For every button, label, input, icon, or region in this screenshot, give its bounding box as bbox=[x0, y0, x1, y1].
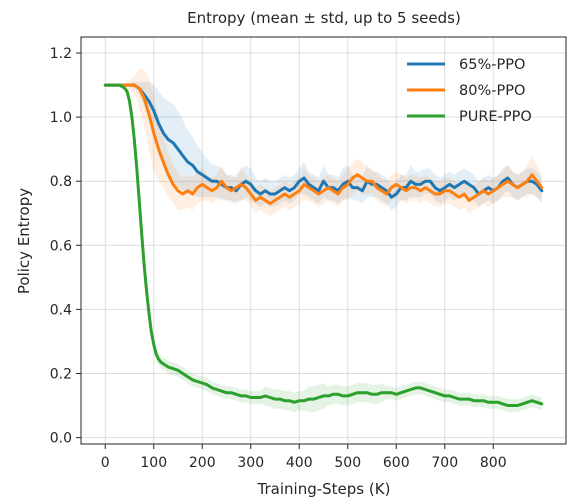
x-tick-label: 400 bbox=[286, 455, 313, 471]
y-tick-label: 0.6 bbox=[50, 238, 72, 254]
series-line-2 bbox=[103, 83, 544, 407]
y-tick-label: 1.2 bbox=[50, 46, 72, 62]
series-lines bbox=[103, 83, 544, 407]
std-band-series-0 bbox=[105, 81, 542, 211]
std-bands bbox=[105, 69, 542, 412]
axis-ticks: 0 100 200 300 400 500 600 700 800 0.0 0.2 0.4 0.6 0.8… bbox=[50, 46, 507, 471]
chart-title: Entropy (mean ± std, up to 5 seeds) bbox=[187, 9, 461, 27]
std-band-series-1 bbox=[105, 69, 542, 217]
legend-label: 80%-PPO bbox=[459, 83, 525, 99]
y-tick-label: 0.4 bbox=[50, 302, 72, 318]
x-tick-label: 0 bbox=[101, 455, 110, 471]
y-tick-label: 0.0 bbox=[50, 431, 72, 447]
y-tick-label: 0.2 bbox=[50, 366, 72, 382]
y-axis-label: Policy Entropy bbox=[15, 188, 33, 294]
x-axis-label: Training-Steps (K) bbox=[257, 480, 391, 498]
x-tick-label: 100 bbox=[140, 455, 167, 471]
legend: 65%-PPO 80%-PPO PURE-PPO bbox=[407, 57, 532, 125]
x-tick-label: 300 bbox=[237, 455, 264, 471]
plot-area-frame bbox=[80, 36, 567, 445]
legend-label: PURE-PPO bbox=[459, 109, 532, 125]
y-tick-label: 0.8 bbox=[50, 174, 72, 190]
x-tick-label: 700 bbox=[431, 455, 458, 471]
x-tick-label: 200 bbox=[189, 455, 216, 471]
series-line-1 bbox=[103, 83, 544, 206]
x-tick-label: 600 bbox=[383, 455, 410, 471]
y-tick-label: 1.0 bbox=[50, 110, 72, 126]
legend-label: 65%-PPO bbox=[459, 57, 525, 73]
x-tick-label: 800 bbox=[480, 455, 507, 471]
x-tick-label: 500 bbox=[334, 455, 361, 471]
